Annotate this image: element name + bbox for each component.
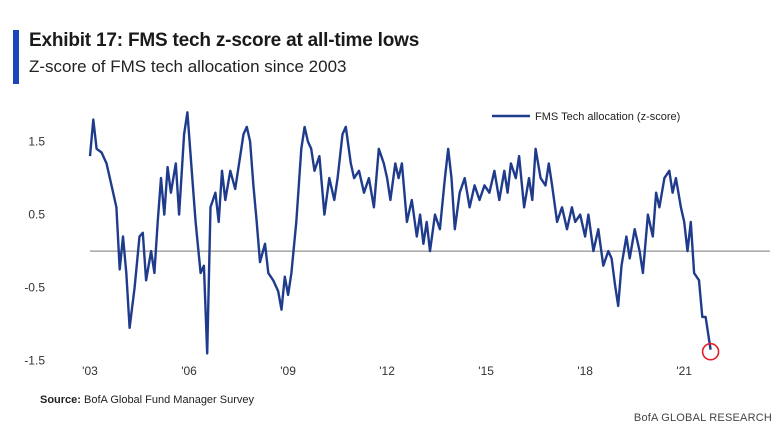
y-tick-label: -1.5 <box>24 354 45 368</box>
accent-bar <box>13 30 19 84</box>
x-tick-label: '09 <box>280 364 296 378</box>
y-tick-label: 1.5 <box>28 135 45 149</box>
source-label: Source: <box>40 394 81 406</box>
x-tick-label: '03 <box>82 364 98 378</box>
series-line-fms-tech <box>88 111 712 355</box>
chart-subtitle: Z-score of FMS tech allocation since 200… <box>29 57 347 76</box>
x-tick-label: '18 <box>577 364 593 378</box>
y-tick-label: 0.5 <box>28 208 45 222</box>
latest-value-highlight-circle <box>701 342 720 361</box>
x-tick-label: '06 <box>181 364 197 378</box>
x-tick-label: '12 <box>379 364 395 378</box>
x-tick-label: '21 <box>676 364 692 378</box>
legend-label: FMS Tech allocation (z-score) <box>535 111 680 123</box>
y-axis: 1.5 0.5 -0.5 -1.5 <box>24 135 45 368</box>
y-tick-label: -0.5 <box>24 281 45 295</box>
x-axis: '03 '06 '09 '12 '15 '18 '21 <box>82 364 692 378</box>
brand-footer: BofA GLOBAL RESEARCH <box>633 412 772 424</box>
legend: FMS Tech allocation (z-score) <box>492 111 680 123</box>
x-tick-label: '15 <box>478 364 494 378</box>
source-text: BofA Global Fund Manager Survey <box>80 394 255 406</box>
source-note: Source: BofA Global Fund Manager Survey <box>40 394 254 406</box>
chart-title: Exhibit 17: FMS tech z-score at all-time… <box>29 30 420 51</box>
